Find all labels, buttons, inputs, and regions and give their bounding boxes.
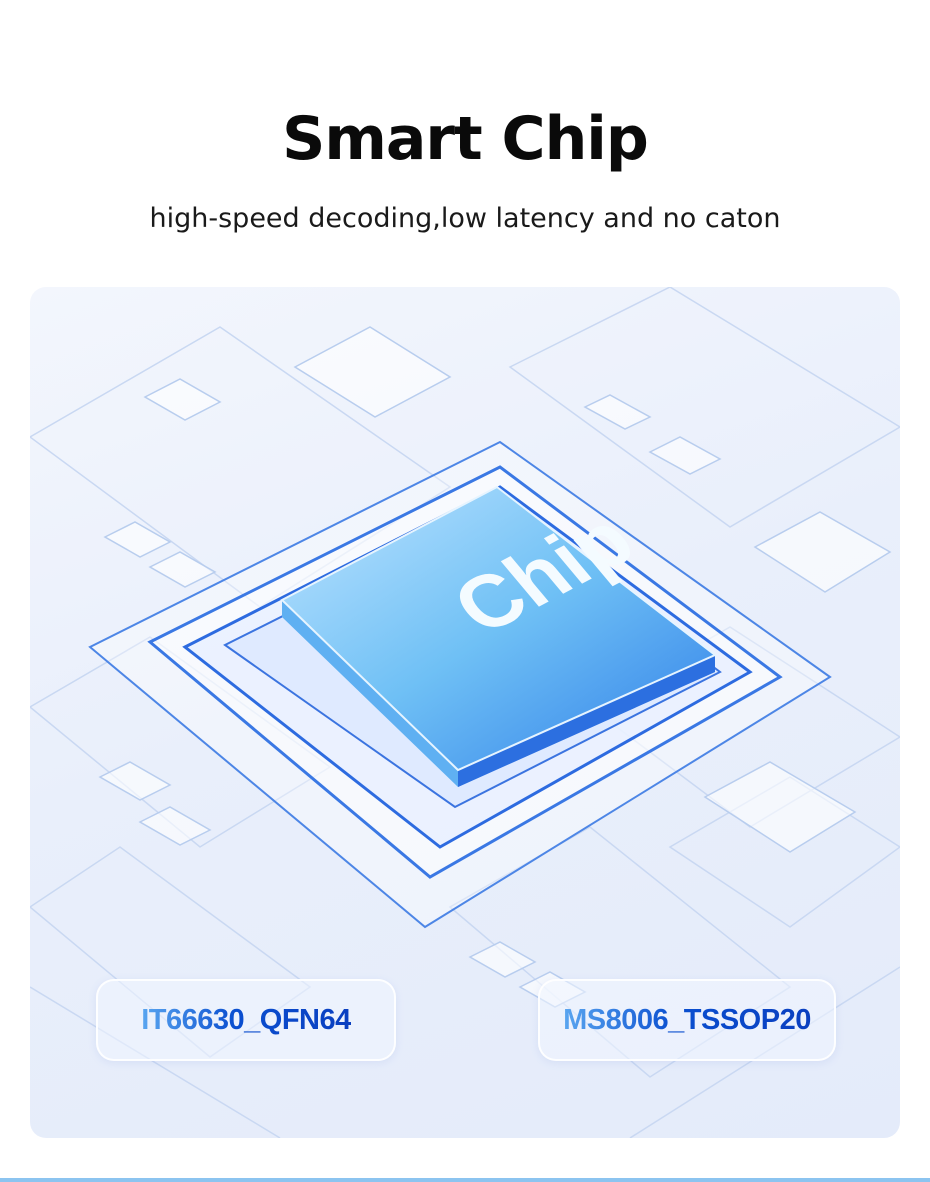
chip-label-ms8006: MS8006_TSSOP20 (538, 979, 836, 1061)
bottom-divider (0, 1178, 930, 1182)
small-components (98, 326, 892, 1008)
chip-label-text: MS8006_TSSOP20 (563, 1003, 811, 1036)
page-subtitle: high-speed decoding,low latency and no c… (149, 203, 781, 234)
chip-illustration-panel: Chip IT66630_QFN64 MS8006_TSSOP20 (30, 287, 900, 1138)
chip-label-it66630: IT66630_QFN64 (96, 979, 396, 1061)
chip-label-text: IT66630_QFN64 (141, 1003, 351, 1036)
circuit-board-illustration: Chip (30, 287, 900, 1138)
page-title: Smart Chip (282, 104, 649, 174)
chip-layers: Chip (88, 440, 832, 929)
